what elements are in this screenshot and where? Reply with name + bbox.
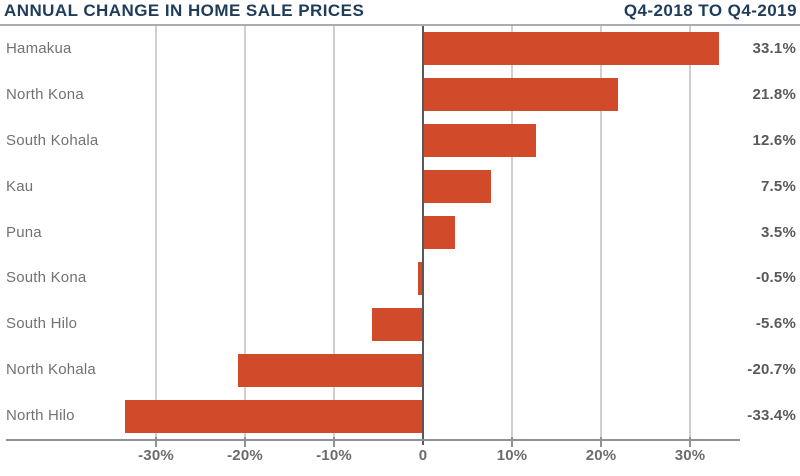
axis-tick-label: -10% bbox=[316, 447, 352, 464]
category-label: North Kohala bbox=[6, 361, 96, 379]
gridline bbox=[689, 26, 691, 439]
axis-tick bbox=[244, 437, 246, 447]
axis-tick bbox=[689, 437, 691, 447]
value-label: 3.5% bbox=[761, 223, 796, 241]
axis-tick-label: 10% bbox=[496, 447, 528, 464]
axis-tick-label: 30% bbox=[674, 447, 706, 464]
axis-tick bbox=[155, 437, 157, 447]
value-label: -20.7% bbox=[747, 361, 796, 379]
gridline bbox=[511, 26, 513, 439]
zero-axis-line bbox=[422, 26, 424, 445]
value-label: 21.8% bbox=[752, 85, 796, 103]
category-label: North Hilo bbox=[6, 407, 75, 425]
bar bbox=[417, 261, 422, 295]
category-label: South Kona bbox=[6, 269, 87, 287]
bar bbox=[424, 170, 491, 204]
axis-tick bbox=[511, 437, 513, 447]
chart-period-label: Q4-2018 TO Q4-2019 bbox=[623, 1, 797, 20]
value-label: 12.6% bbox=[752, 131, 796, 149]
axis-tick-label: -30% bbox=[138, 447, 174, 464]
gridline bbox=[155, 26, 157, 439]
category-label: Puna bbox=[6, 223, 42, 241]
gridline bbox=[244, 26, 246, 439]
value-label: 7.5% bbox=[761, 177, 796, 195]
category-label: South Kohala bbox=[6, 131, 99, 149]
value-label: -5.6% bbox=[755, 315, 796, 333]
category-label: Kau bbox=[6, 177, 34, 195]
category-label: North Kona bbox=[6, 85, 84, 103]
axis-tick-label: 20% bbox=[585, 447, 617, 464]
value-label: 33.1% bbox=[752, 40, 796, 57]
bar bbox=[424, 32, 719, 66]
category-label: South Hilo bbox=[6, 315, 78, 333]
bar bbox=[372, 307, 422, 341]
chart-title: ANNUAL CHANGE IN HOME SALE PRICES bbox=[4, 1, 365, 20]
category-label: Hamakua bbox=[6, 40, 72, 57]
value-label: -0.5% bbox=[755, 269, 796, 287]
axis-tick bbox=[333, 437, 335, 447]
gridline bbox=[600, 26, 602, 439]
bar bbox=[237, 353, 422, 387]
chart-header: ANNUAL CHANGE IN HOME SALE PRICES Q4-201… bbox=[0, 0, 800, 26]
bar bbox=[424, 78, 619, 112]
bar bbox=[124, 399, 422, 433]
axis-tick-label: -20% bbox=[227, 447, 263, 464]
axis-tick-label: 0 bbox=[418, 447, 428, 464]
x-axis-line bbox=[6, 439, 740, 441]
bar bbox=[424, 216, 456, 249]
axis-tick bbox=[600, 437, 602, 447]
bar bbox=[424, 124, 537, 158]
value-label: -33.4% bbox=[747, 407, 796, 425]
gridline bbox=[333, 26, 335, 439]
